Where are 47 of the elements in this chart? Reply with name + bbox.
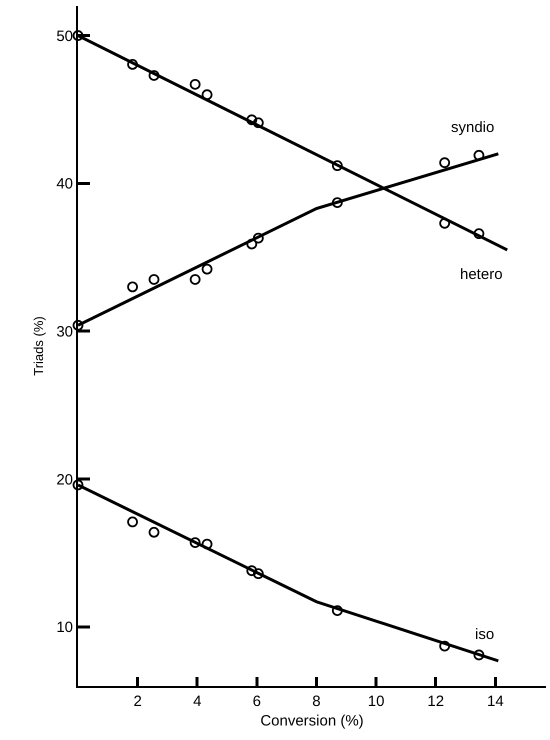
point [252, 568, 264, 580]
point [332, 160, 343, 172]
point [127, 281, 138, 292]
series-label: hetero [460, 266, 503, 283]
point [439, 157, 450, 168]
point [127, 58, 138, 70]
y-tick-label: 30 [56, 323, 73, 340]
point [202, 538, 212, 550]
x-tick-label: 12 [427, 693, 444, 710]
point [474, 228, 484, 240]
point [190, 537, 201, 548]
point [332, 197, 343, 208]
point [246, 114, 258, 126]
y-tick-label: 40 [56, 176, 73, 193]
point [72, 30, 84, 41]
x-tick-label: 8 [312, 693, 321, 710]
y-tick-label: 10 [56, 619, 73, 636]
point [148, 70, 160, 81]
series-label: syndio [451, 119, 494, 136]
point [439, 218, 450, 229]
point [72, 320, 84, 331]
point [202, 89, 212, 100]
point [252, 117, 264, 128]
y-tick-label: 50 [56, 28, 73, 45]
point [127, 516, 138, 528]
y-axis-title: Triads (%) [30, 316, 46, 376]
point [439, 640, 450, 652]
x-tick-label: 4 [193, 693, 202, 710]
x-tick-label: 2 [133, 693, 142, 710]
point [202, 264, 212, 275]
series-label: iso [475, 626, 494, 643]
point [190, 78, 201, 90]
x-tick-label: 10 [368, 693, 384, 710]
point [252, 232, 264, 244]
point [190, 274, 201, 285]
point [474, 150, 484, 161]
point [332, 605, 343, 616]
x-tick-label: 14 [486, 693, 504, 710]
point [246, 565, 258, 576]
point [148, 274, 160, 285]
point [474, 650, 484, 660]
point [72, 480, 84, 490]
point [246, 238, 258, 250]
x-tick-label: 6 [252, 693, 262, 710]
x-axis-title: Conversion (%) [260, 712, 364, 730]
y-tick-label: 20 [56, 471, 73, 488]
point [148, 526, 160, 538]
